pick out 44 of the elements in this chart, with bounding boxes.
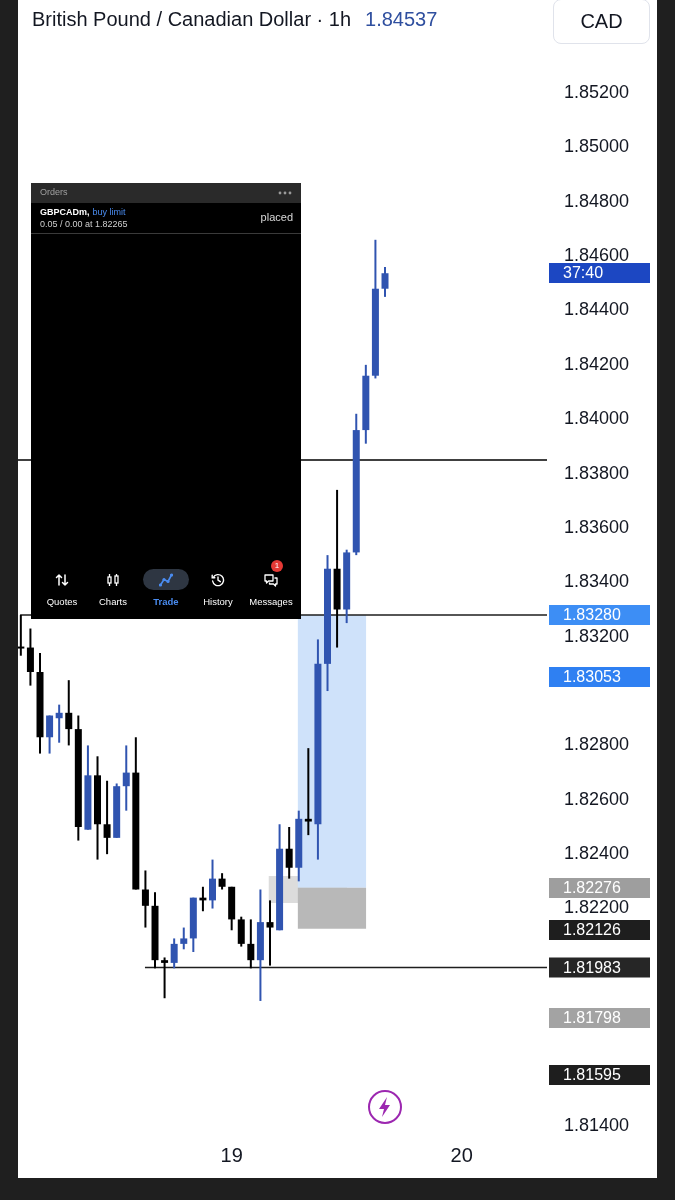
- annotation: Trade: [153, 596, 179, 607]
- candlestick: [304, 748, 312, 836]
- y-tick-label: 1.83600: [564, 516, 630, 537]
- candlestick: [161, 957, 169, 999]
- y-tick-label: 1.82400: [564, 843, 630, 864]
- y-tick-label: 1.82800: [564, 734, 630, 755]
- y-tick-label: 1.83200: [564, 625, 630, 646]
- y-axis-title: CAD: [580, 10, 623, 33]
- y-tick-label: 1.84000: [564, 408, 630, 429]
- x-tick-label: 20: [450, 1143, 473, 1166]
- text: 1.81798: [563, 1009, 621, 1027]
- y-tick-label: 1.84400: [564, 299, 630, 320]
- annotation: GBPCADm,: [40, 207, 90, 217]
- candlestick: [18, 614, 25, 656]
- text: 1.81595: [563, 1066, 621, 1084]
- annotation: Orders: [40, 187, 68, 197]
- chart-subtitle: 1.84537: [365, 8, 438, 31]
- y-tick-label: 1.83400: [564, 571, 630, 592]
- annotation: 0.05 / 0.00 at 1.82265: [40, 219, 128, 229]
- annotation: Charts: [99, 596, 127, 607]
- chart-title: British Pound / Canadian Dollar · 1h: [32, 8, 352, 31]
- text: 37:40: [563, 264, 604, 282]
- y-tick-label: 1.84600: [564, 245, 630, 266]
- y-tick-label: 1.82200: [564, 897, 630, 918]
- text: 1.83053: [563, 668, 621, 686]
- annotation: Messages: [249, 596, 293, 607]
- candlestick: [266, 900, 274, 966]
- y-tick-label: 1.85200: [564, 81, 630, 102]
- annotation: Quotes: [46, 596, 78, 607]
- annotation: History: [203, 596, 233, 607]
- y-tick-label: 1.81400: [564, 1114, 630, 1135]
- text: 1.82276: [563, 879, 621, 897]
- y-tick-label: 1.84800: [564, 190, 630, 211]
- y-tick-label: 1.83800: [564, 462, 630, 483]
- x-tick-label: 19: [220, 1143, 243, 1166]
- y-tick-label: 1.85000: [564, 136, 630, 157]
- ref-line-label: 1.81983: [563, 958, 621, 976]
- badge: 1: [271, 560, 283, 572]
- ref-line-label: 1.83280: [563, 606, 621, 624]
- text: 1.82126: [563, 921, 621, 939]
- annotation: placed: [260, 211, 293, 223]
- annotation: buy limit: [92, 207, 126, 217]
- y-tick-label: 1.84200: [564, 353, 630, 374]
- y-tick-label: 1.82600: [564, 788, 630, 809]
